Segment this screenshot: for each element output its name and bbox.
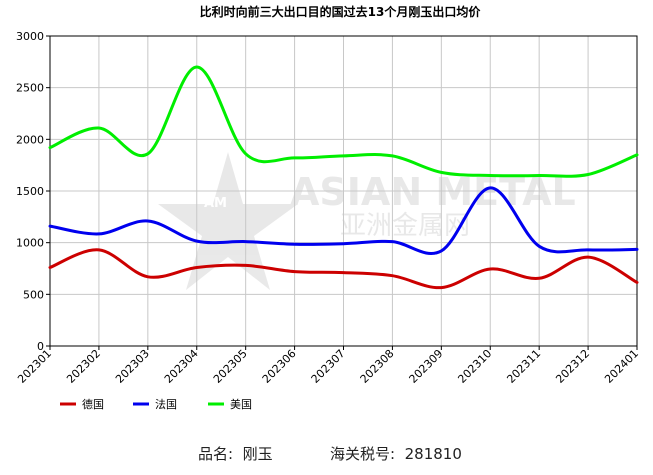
y-tick-label: 1000	[16, 237, 44, 250]
product-value: 刚玉	[242, 445, 273, 463]
grid-lines	[49, 35, 638, 347]
legend-label: 美国	[230, 398, 252, 411]
x-tick-label: 202309	[407, 347, 446, 386]
x-tick-label: 202306	[260, 347, 299, 386]
series-line-3	[48, 65, 639, 178]
y-tick-label: 2000	[16, 133, 44, 146]
watermark-logo-text: AM	[204, 196, 227, 211]
y-tick-label: 2500	[16, 82, 44, 95]
series-line-2	[48, 186, 639, 255]
asian-metal-watermark: AM ASIAN METAL 亚洲金属网	[158, 152, 576, 290]
x-tick-label: 202401	[602, 347, 641, 386]
plot-frame	[49, 35, 638, 347]
y-tick-label: 1500	[16, 185, 44, 198]
legend-label: 法国	[155, 397, 177, 411]
x-tick-label: 202308	[358, 347, 397, 386]
hs-code: 海关税号: 281810	[330, 443, 462, 463]
series-line-1	[48, 248, 639, 290]
hs-label: 海关税号:	[330, 445, 396, 463]
legend: 德国 法国 美国	[60, 397, 252, 411]
x-tick-label: 202304	[162, 347, 201, 386]
product-label: 品名:	[198, 445, 234, 463]
x-tick-label: 202307	[309, 347, 348, 386]
y-tick-label: 3000	[16, 30, 44, 43]
x-tick-label: 202311	[504, 347, 543, 386]
watermark-line1: ASIAN METAL	[290, 170, 576, 214]
hs-value: 281810	[404, 445, 462, 463]
chart-title: 比利时向前三大出口目的国过去13个月刚玉出口均价	[200, 4, 482, 19]
legend-label: 德国	[82, 397, 104, 411]
x-tick-label: 202305	[211, 347, 250, 386]
watermark-line2: 亚洲金属网	[340, 211, 470, 241]
y-tick-label: 500	[23, 288, 44, 301]
y-tick-label: 0	[37, 340, 44, 353]
series-lines	[48, 65, 639, 290]
x-tick-label: 202312	[553, 347, 592, 386]
x-tick-label: 202303	[113, 347, 152, 386]
x-tick-label: 202302	[64, 347, 103, 386]
x-tick-label: 202301	[15, 347, 54, 386]
x-tick-label: 202310	[455, 347, 494, 386]
product-name: 品名: 刚玉	[198, 443, 273, 463]
watermark-star-icon	[158, 152, 298, 290]
